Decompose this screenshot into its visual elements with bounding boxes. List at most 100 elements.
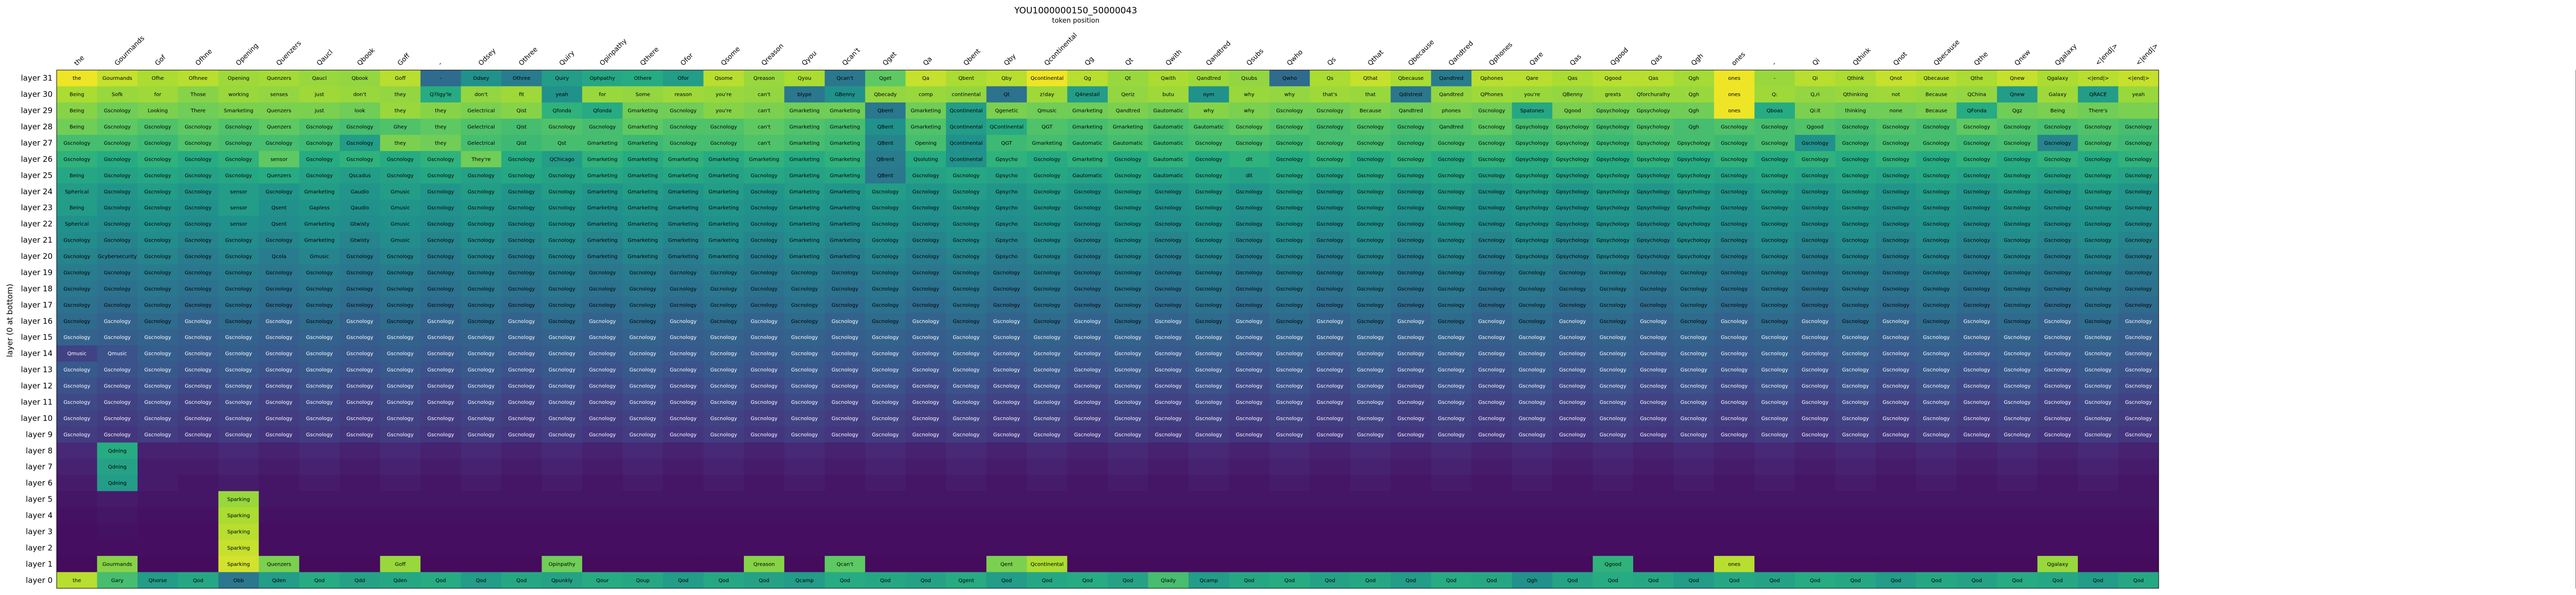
- heatmap-cell: [1875, 539, 1917, 556]
- cell-token: Gscnology: [1519, 416, 1546, 421]
- heatmap-cell: [340, 523, 381, 540]
- cell-token: Gpsychology: [1637, 157, 1670, 162]
- heatmap-cell: [824, 491, 866, 508]
- heatmap-cell: [380, 345, 421, 362]
- heatmap-cell: [1916, 167, 1957, 184]
- heatmap-cell: [1714, 118, 1755, 135]
- cell-token: Gscnology: [710, 351, 737, 357]
- cell-token: Gscnology: [993, 384, 1020, 389]
- heatmap-cell: [2078, 70, 2119, 87]
- cell-token: Gpsychology: [1637, 189, 1670, 195]
- cell-token: Gscnology: [832, 270, 858, 276]
- cell-token: -: [1774, 76, 1776, 81]
- cell-token: Gscnology: [912, 302, 939, 308]
- column-label: Qas: [1569, 53, 1583, 67]
- heatmap-cell: [1431, 523, 1472, 540]
- heatmap-cell: [1794, 134, 1836, 151]
- heatmap-cell: [1108, 556, 1148, 573]
- heatmap-cell: [380, 410, 421, 427]
- heatmap-cell: [1269, 134, 1310, 151]
- cell-token: Being: [70, 173, 84, 179]
- cell-token: Gscnology: [1397, 173, 1424, 179]
- cell-token: phones: [1442, 108, 1461, 114]
- cell-token: Gscnology: [1276, 384, 1303, 389]
- heatmap-cell: [541, 248, 583, 265]
- heatmap-cell: [1350, 491, 1391, 508]
- heatmap-cell: [1956, 443, 1997, 459]
- heatmap-cell: [2078, 86, 2119, 103]
- cell-token: Gscnology: [1681, 432, 1707, 438]
- cell-token: Gscnology: [2044, 319, 2071, 325]
- cell-token: Gpsycho: [995, 206, 1018, 211]
- heatmap-cell: [501, 474, 543, 491]
- cell-token: Gscnology: [872, 189, 899, 195]
- heatmap-cell: [299, 458, 340, 475]
- cell-token: Gpsychology: [1677, 206, 1710, 211]
- row-label: layer 8: [26, 446, 53, 455]
- heatmap-cell: [1350, 248, 1391, 265]
- heatmap-cell: [1310, 102, 1351, 119]
- heatmap-cell: [1148, 199, 1189, 216]
- heatmap-cell: [743, 361, 785, 378]
- heatmap-cell: [2078, 313, 2119, 330]
- heatmap-cell: [1067, 378, 1108, 395]
- heatmap-cell: [218, 378, 259, 395]
- heatmap-cell: [1673, 280, 1715, 297]
- cell-token: Gscnology: [185, 222, 212, 227]
- cell-token: Gscnology: [1316, 319, 1343, 325]
- cell-token: Gscnology: [1478, 141, 1505, 146]
- heatmap-cell: [299, 134, 340, 151]
- cell-token: Gscnology: [2004, 270, 2030, 276]
- cell-token: Gscnology: [1802, 416, 1828, 421]
- cell-token: Gscnology: [710, 302, 737, 308]
- cell-token: Gscnology: [751, 367, 777, 373]
- cell-token: Qsubs: [1241, 76, 1257, 81]
- heatmap-cell: [137, 491, 178, 508]
- heatmap-cell: [1067, 215, 1108, 232]
- cell-token: Gscnology: [427, 319, 454, 325]
- cell-token: Gscnology: [1397, 302, 1424, 308]
- cell-token: Gscnology: [1640, 384, 1667, 389]
- column-label: Qi: [1811, 57, 1821, 67]
- cell-token: Gscnology: [751, 254, 777, 260]
- heatmap-cell: [1673, 199, 1715, 216]
- cell-token: Gpsychology: [1597, 238, 1630, 244]
- heatmap-cell: [1148, 167, 1189, 184]
- heatmap-cell: [784, 183, 825, 200]
- cell-token: continental: [952, 92, 980, 98]
- heatmap-cell: [541, 118, 583, 135]
- heatmap-cell: [1229, 313, 1270, 330]
- heatmap-cell: [1148, 215, 1189, 232]
- heatmap-cell: [1067, 523, 1108, 540]
- cell-token: Gscnology: [508, 189, 535, 195]
- heatmap-cell: [2078, 134, 2119, 151]
- heatmap-cell: [1310, 183, 1351, 200]
- cell-token: Gscnology: [2084, 238, 2111, 244]
- cell-token: Gscnology: [589, 286, 616, 292]
- heatmap-cell: [703, 394, 744, 411]
- cell-token: Gscnology: [144, 254, 171, 260]
- cell-token: Gscnology: [1195, 238, 1222, 244]
- heatmap-cell: [1673, 410, 1715, 427]
- heatmap-cell: [703, 102, 744, 119]
- cell-token: Gscnology: [1761, 319, 1788, 325]
- heatmap-cell: [1916, 280, 1957, 297]
- heatmap-cell: [1229, 361, 1270, 378]
- cell-token: Gmarketing: [587, 222, 618, 227]
- heatmap-cell: [905, 70, 946, 87]
- cell-token: Gscnology: [1114, 206, 1141, 211]
- cell-token: Gscnology: [1478, 384, 1505, 389]
- heatmap-cell: [1673, 572, 1715, 589]
- heatmap-cell: [946, 410, 987, 427]
- heatmap-cell: [1875, 248, 1917, 265]
- cell-token: Gscnology: [1397, 286, 1424, 292]
- heatmap-cell: [1714, 102, 1755, 119]
- heatmap-cell: [1552, 134, 1594, 151]
- heatmap-cell: [340, 215, 381, 232]
- cell-token: Gmarketing: [830, 108, 860, 114]
- heatmap-cell: [1673, 118, 1715, 135]
- heatmap-cell: [137, 572, 178, 589]
- cell-token: Qandtred: [1439, 125, 1463, 130]
- heatmap-cell: [1512, 70, 1553, 87]
